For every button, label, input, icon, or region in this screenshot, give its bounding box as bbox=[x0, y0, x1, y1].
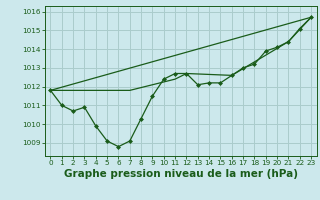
X-axis label: Graphe pression niveau de la mer (hPa): Graphe pression niveau de la mer (hPa) bbox=[64, 169, 298, 179]
